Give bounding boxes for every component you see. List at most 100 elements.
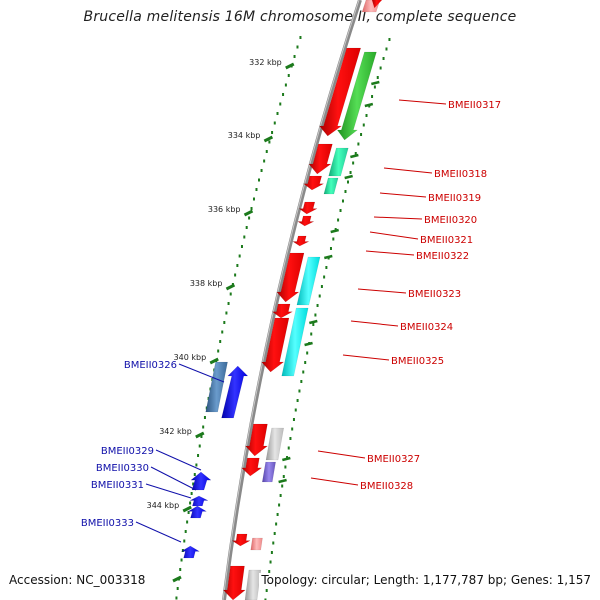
- gene-labels: BMEII0317 BMEII0318 BMEII0319 BMEII0320 BMEI…: [81, 100, 501, 529]
- dot-right: [278, 503, 281, 507]
- dot-right: [360, 133, 363, 136]
- leader-line-right: [398, 99, 447, 105]
- dot-right: [294, 408, 297, 412]
- gene-label-right: BMEII0325: [391, 356, 444, 367]
- gene-bmeii0331: [187, 505, 208, 519]
- dot-left: [245, 226, 248, 229]
- tick-mark-minor: [344, 174, 353, 180]
- dot-left: [180, 558, 183, 562]
- gene-label-right: BMEII0317: [448, 100, 501, 111]
- dot-left: [268, 140, 271, 144]
- leader-line-left: [155, 449, 202, 471]
- dot-right: [284, 465, 287, 469]
- gene-red-bottom: [222, 565, 246, 600]
- dot-right: [310, 332, 313, 336]
- tick-mark: [182, 505, 192, 513]
- dot-left: [265, 150, 268, 153]
- gene-bmeii0318-teal: [328, 147, 349, 177]
- dot-right: [344, 190, 347, 193]
- dot-right: [287, 446, 290, 450]
- gene-grey-bottom: [244, 569, 262, 600]
- tick-mark: [195, 431, 205, 439]
- tick-label: 338 kbp: [190, 279, 223, 288]
- gene-bmeii0323-red: [276, 252, 305, 303]
- dot-right: [388, 38, 391, 41]
- leader-line-right: [350, 320, 399, 327]
- dot-left: [217, 349, 220, 353]
- gene-pink-lower: [250, 537, 263, 551]
- dot-right: [365, 114, 368, 117]
- dot-left: [200, 435, 203, 438]
- dot-right: [268, 570, 271, 573]
- leader-line-left: [150, 466, 197, 491]
- dot-left: [221, 330, 224, 334]
- tick-mark: [209, 357, 219, 365]
- dot-right: [341, 199, 344, 203]
- gene-bmeii0326-steel: [205, 361, 228, 413]
- dot-left: [279, 102, 282, 106]
- dot-right: [300, 380, 303, 383]
- tick-label: 344 kbp: [147, 501, 180, 510]
- dot-left: [248, 216, 251, 220]
- gene-label-left: BMEII0326: [124, 360, 177, 371]
- leader-line-left: [135, 521, 182, 543]
- dot-left: [238, 254, 241, 258]
- dot-right: [276, 513, 279, 516]
- tick-mark: [172, 575, 182, 583]
- leader-line-right: [379, 192, 427, 198]
- gene-bmeii0317-red: [318, 47, 362, 137]
- dot-left: [282, 93, 285, 96]
- dot-left: [276, 112, 279, 115]
- tick-mark-minor: [309, 319, 318, 325]
- gene-top-red: [372, 0, 382, 8]
- dot-left: [255, 188, 258, 191]
- chromosome-backbone: [222, 0, 362, 600]
- dot-left: [203, 416, 206, 419]
- dot-right: [306, 351, 309, 355]
- dot-left: [258, 178, 261, 182]
- dot-right: [296, 399, 299, 402]
- dot-left: [187, 511, 190, 514]
- dot-left: [223, 321, 226, 324]
- gene-bmeii0327-grey: [265, 427, 285, 461]
- gene-bmeii0326-blue: [221, 365, 249, 419]
- gene-label-right: BMEII0327: [367, 454, 420, 465]
- tick-mark: [243, 209, 254, 217]
- tick-mark-minor: [282, 456, 291, 462]
- tick-mark: [225, 283, 236, 291]
- dot-left: [273, 121, 276, 125]
- dot-right: [373, 85, 376, 89]
- gene-label-right: BMEII0321: [420, 235, 473, 246]
- gene-bmeii0325-red: [261, 317, 290, 373]
- tick-label: 340 kbp: [174, 353, 207, 362]
- tick-mark-minor: [304, 341, 313, 347]
- dot-left: [175, 596, 178, 600]
- gene-bmeii0330: [189, 495, 209, 507]
- gene-bmeii0329: [190, 471, 212, 491]
- dot-right: [302, 370, 305, 374]
- dot-left: [234, 273, 237, 277]
- leader-line-left: [178, 363, 225, 383]
- dot-right: [332, 237, 335, 241]
- gene-features: [180, 0, 382, 600]
- gene-label-right: BMEII0328: [360, 481, 413, 492]
- dot-right: [316, 304, 319, 307]
- gene-bmeii0317-green: [336, 51, 377, 141]
- gene-label-right: BMEII0320: [424, 215, 477, 226]
- dot-left: [183, 539, 186, 543]
- dot-right: [347, 180, 350, 184]
- leader-line-right: [342, 354, 390, 361]
- dot-right: [314, 313, 317, 317]
- tick-label: 336 kbp: [208, 205, 241, 214]
- dot-right: [269, 560, 272, 564]
- gene-label-left: BMEII0329: [101, 446, 154, 457]
- tick-mark-minor: [364, 102, 374, 108]
- dot-left: [299, 36, 302, 39]
- gene-bmeii0321: [296, 215, 314, 227]
- dot-right: [385, 47, 388, 51]
- dot-left: [284, 83, 287, 87]
- dot-right: [379, 66, 382, 70]
- dot-left: [271, 131, 274, 134]
- tick-mark-minor: [278, 478, 287, 484]
